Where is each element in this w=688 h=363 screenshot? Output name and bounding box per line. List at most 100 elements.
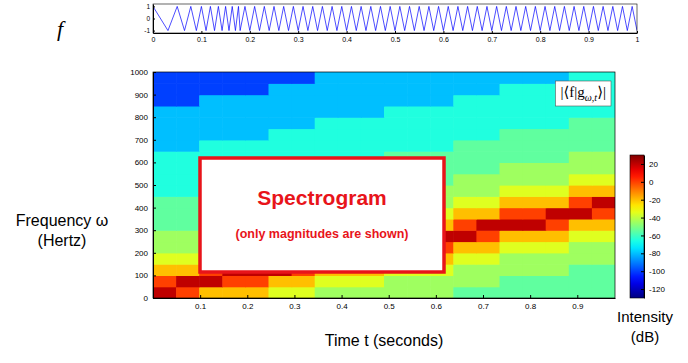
- cell: [523, 185, 547, 197]
- cell: [407, 95, 431, 107]
- cell: [500, 185, 524, 197]
- tick: 0.3: [294, 31, 304, 43]
- tick-label: 0: [152, 36, 156, 43]
- cell: [569, 219, 593, 231]
- tick: 0: [146, 15, 155, 22]
- tick-mark: [641, 253, 644, 254]
- cell: [523, 72, 547, 84]
- cell: [315, 140, 339, 152]
- tick-mark: [153, 185, 156, 186]
- tick-label: 1: [146, 3, 150, 10]
- cell: [569, 208, 593, 220]
- tick-mark: [153, 253, 156, 254]
- cell: [430, 140, 454, 152]
- cell: [546, 230, 570, 242]
- x-axis: 0.10.20.30.40.50.60.70.80.9: [154, 295, 616, 311]
- tick-label: 1: [636, 36, 640, 43]
- tick-mark: [153, 230, 156, 231]
- cell: [176, 196, 200, 208]
- cell: [569, 196, 593, 208]
- cell: [245, 83, 269, 95]
- tick-label: 0.2: [242, 302, 254, 311]
- corner-label-part: |⟨f|g: [560, 84, 585, 100]
- cell: [245, 129, 269, 141]
- tick: 0.1: [197, 31, 207, 43]
- cell: [592, 242, 615, 254]
- cell: [453, 287, 477, 298]
- tick: 20: [641, 160, 658, 169]
- cell: [546, 219, 570, 231]
- cell: [500, 151, 524, 163]
- cell: [269, 140, 293, 152]
- cell: [153, 253, 177, 265]
- cell: [430, 287, 454, 298]
- cell: [361, 140, 385, 152]
- tick-label: 100: [135, 271, 149, 280]
- corner-label: |⟨f|gω,t⟩|: [555, 81, 611, 106]
- cell: [592, 230, 615, 242]
- cell: [592, 287, 615, 298]
- cell: [269, 117, 293, 129]
- cell: [500, 287, 524, 298]
- cell: [222, 275, 246, 287]
- cell: [384, 275, 408, 287]
- cell: [569, 129, 593, 141]
- cell: [592, 174, 615, 186]
- colorbar-fill: [630, 155, 644, 298]
- cell: [592, 185, 615, 197]
- cell: [546, 140, 570, 152]
- cell: [476, 242, 500, 254]
- cell: [500, 129, 524, 141]
- cell: [500, 230, 524, 242]
- tick: 900: [135, 91, 156, 100]
- cell: [569, 117, 593, 129]
- colorbar: 200-20-40-60-80-100-120Intensity(dB): [617, 155, 673, 345]
- cell: [569, 275, 593, 287]
- cell: [523, 162, 547, 174]
- cell: [500, 275, 524, 287]
- cell: [569, 106, 593, 118]
- tick-mark: [153, 275, 156, 276]
- cell: [269, 287, 293, 298]
- cell: [546, 174, 570, 186]
- corner-label-text: |⟨f|gω,t⟩|: [560, 84, 606, 103]
- tick-label: 0.6: [439, 36, 449, 43]
- cell: [153, 117, 177, 129]
- tick-mark: [250, 31, 251, 33]
- cell: [338, 275, 362, 287]
- tick: 1: [636, 31, 640, 43]
- corner-label-part: ω,t: [585, 92, 598, 103]
- tick: 0.5: [384, 295, 396, 311]
- tick-mark: [247, 295, 248, 298]
- cell: [430, 95, 454, 107]
- cell: [569, 242, 593, 254]
- cell: [476, 287, 500, 298]
- cell: [361, 129, 385, 141]
- cell: [523, 140, 547, 152]
- cell: [453, 129, 477, 141]
- tick-mark: [153, 6, 155, 7]
- tick: 0.2: [242, 295, 254, 311]
- cell: [153, 174, 177, 186]
- cell: [476, 196, 500, 208]
- plot-frame: [153, 72, 615, 298]
- cell: [222, 140, 246, 152]
- tick-label: 0.4: [337, 302, 349, 311]
- cell: [222, 83, 246, 95]
- tick: 0.8: [536, 31, 546, 43]
- cell: [292, 129, 316, 141]
- cell: [384, 117, 408, 129]
- cell: [153, 208, 177, 220]
- cell: [453, 196, 477, 208]
- cell: [199, 275, 223, 287]
- tick: 500: [135, 181, 156, 190]
- tick: 0.5: [391, 31, 401, 43]
- cell: [315, 117, 339, 129]
- tick-mark: [492, 31, 493, 33]
- tick-mark: [641, 289, 644, 290]
- tick-label: 0.7: [478, 302, 490, 311]
- cell: [523, 106, 547, 118]
- y-axis: -101: [144, 3, 155, 34]
- tick: 0: [641, 178, 654, 187]
- cell: [338, 287, 362, 298]
